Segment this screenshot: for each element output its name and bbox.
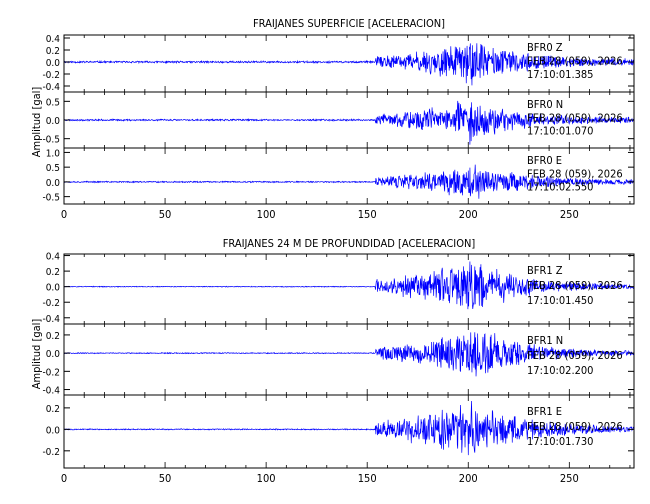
x-tick-label: 200 xyxy=(459,472,478,485)
x-tick-label: 250 xyxy=(560,208,579,221)
y-tick-label: 0.2 xyxy=(46,46,60,57)
date-label: FEB 28 (059), 2026 xyxy=(527,55,623,68)
y-tick-label: -0.2 xyxy=(42,70,60,81)
station-label: BFR1 E xyxy=(527,405,562,418)
time-label: 17:10:01.070 xyxy=(527,125,593,138)
y-tick-label: -0.2 xyxy=(42,298,60,309)
y-tick-label: 0.0 xyxy=(46,349,61,360)
station-label: BFR0 Z xyxy=(527,41,563,54)
y-tick-label: 0.2 xyxy=(46,331,60,342)
x-tick-label: 100 xyxy=(257,472,276,485)
time-label: 17:10:02.200 xyxy=(527,364,593,377)
time-label: 17:10:01.450 xyxy=(527,294,593,307)
time-label: 17:10:01.730 xyxy=(527,435,593,448)
x-tick-label: 100 xyxy=(257,208,276,221)
y-tick-label: -0.5 xyxy=(42,193,60,204)
x-tick-label: 0 xyxy=(61,472,67,485)
y-tick-label: 1.0 xyxy=(46,148,61,159)
top-ylabel: Amplitud [gal] xyxy=(30,87,43,158)
y-tick-label: -0.4 xyxy=(42,82,60,93)
y-tick-label: -0.4 xyxy=(42,386,60,397)
waveform-bfr0-z xyxy=(64,43,634,86)
y-tick-label: -0.4 xyxy=(42,314,60,325)
panel-frame xyxy=(63,147,635,205)
top-chart-title: FRAIJANES SUPERFICIE [ACELERACION] xyxy=(253,17,445,30)
station-label: BFR1 Z xyxy=(527,264,563,277)
y-tick-label: 0.0 xyxy=(46,58,61,69)
waveform-bfr0-e xyxy=(64,164,634,199)
y-tick-label: 0.4 xyxy=(46,252,61,263)
station-label: BFR1 N xyxy=(527,334,563,347)
time-label: 17:10:02.550 xyxy=(527,181,593,194)
date-label: FEB 28 (059), 2026 xyxy=(527,279,623,292)
y-tick-label: 0.0 xyxy=(46,178,61,189)
y-tick-label: 0.2 xyxy=(46,267,60,278)
x-tick-label: 250 xyxy=(560,472,579,485)
x-tick-label: 0 xyxy=(61,208,67,221)
panel-frame xyxy=(63,394,635,469)
y-tick-label: 0.0 xyxy=(46,116,61,127)
panel-bfr1-e: 0.2 0.0 -0.2 BFR1 E FEB 28 (059), 2026 17:10:… xyxy=(42,394,635,469)
x-tick-label: 50 xyxy=(159,208,172,221)
date-label: FEB 28 (059), 2026 xyxy=(527,111,623,124)
y-tick-label: 0.5 xyxy=(46,97,60,108)
y-tick-label: -0.2 xyxy=(42,367,60,378)
x-tick-label: 200 xyxy=(459,208,478,221)
date-label: FEB 28 (059), 2026 xyxy=(527,349,623,362)
y-tick-label: 0.4 xyxy=(46,34,61,45)
x-tick-label: 150 xyxy=(358,208,377,221)
station-label: BFR0 N xyxy=(527,98,563,111)
panel-bfr1-n: 0.2 0.0 -0.2 -0.4 BFR1 N FEB 28 (059), 2026 17… xyxy=(42,323,635,397)
y-tick-label: 0.5 xyxy=(46,163,60,174)
bottom-ylabel: Amplitud [gal] xyxy=(30,319,43,390)
waveform-bfr1-n xyxy=(64,332,634,377)
time-label: 17:10:01.385 xyxy=(527,68,593,81)
waveform-bfr1-z xyxy=(64,261,634,310)
waveform-bfr1-e xyxy=(64,400,634,456)
waveform-bfr0-n xyxy=(64,100,634,145)
x-tick-label: 50 xyxy=(159,472,172,485)
panel-bfr1-z: 0.4 0.2 0.0 -0.2 -0.4 BFR1 Z FEB 28 (059), 202… xyxy=(42,252,635,325)
x-tick-label: 150 xyxy=(358,472,377,485)
y-tick-label: 0.0 xyxy=(46,425,61,436)
date-label: FEB 28 (059), 2026 xyxy=(527,420,623,433)
y-tick-label: -0.2 xyxy=(42,447,60,458)
y-tick-label: 0.0 xyxy=(46,283,61,294)
bottom-chart-title: FRAIJANES 24 M DE PROFUNDIDAD [ACELERACI… xyxy=(223,237,476,250)
date-label: FEB 28 (059), 2026 xyxy=(527,167,623,180)
station-label: BFR0 E xyxy=(527,154,562,167)
y-tick-label: -0.5 xyxy=(42,135,60,146)
y-tick-label: 0.2 xyxy=(46,404,60,415)
